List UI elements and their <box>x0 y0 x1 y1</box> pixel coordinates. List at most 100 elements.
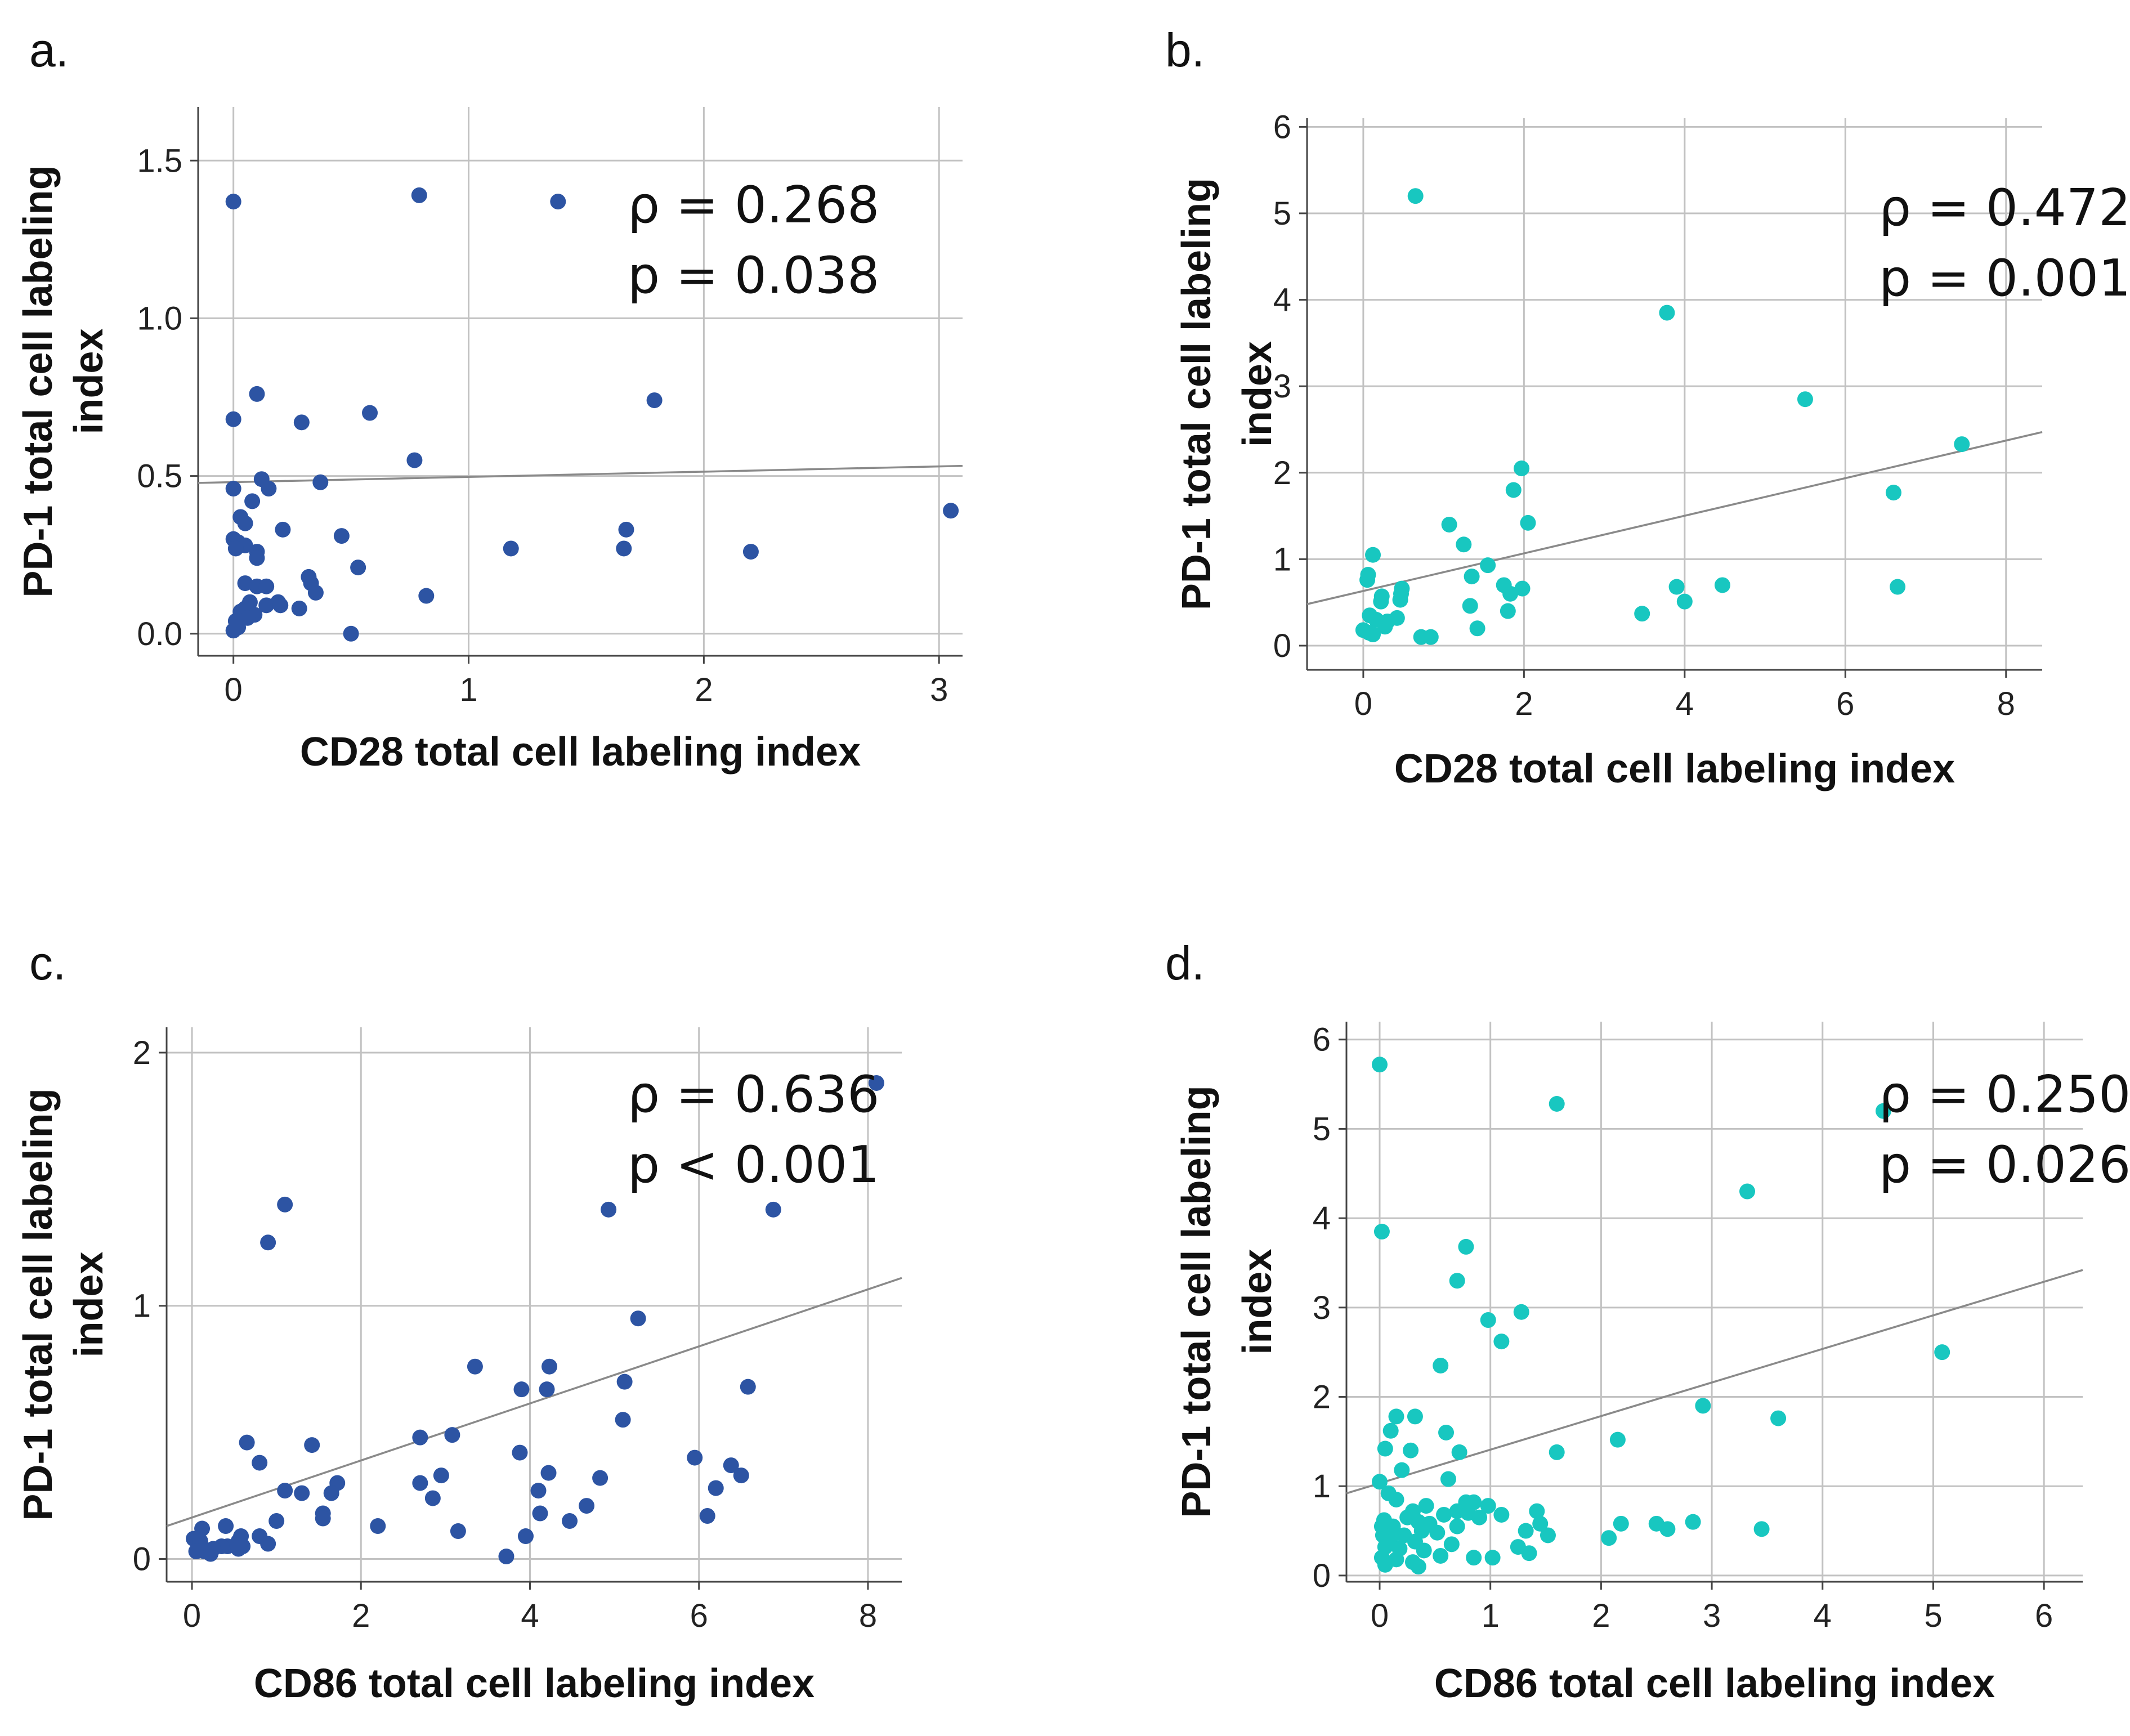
data-point <box>1418 1498 1434 1514</box>
data-point <box>1613 1515 1629 1532</box>
data-point <box>1443 1536 1460 1552</box>
data-point <box>1520 514 1536 531</box>
data-point <box>277 1196 293 1212</box>
data-point <box>1394 1462 1410 1478</box>
x-tick-label: 2 <box>1515 686 1533 722</box>
data-point <box>579 1498 595 1514</box>
data-point <box>1505 482 1522 498</box>
data-point <box>542 1358 558 1375</box>
data-point <box>362 405 378 421</box>
data-point <box>1875 1103 1891 1119</box>
y-tick-label: 5 <box>1273 195 1291 232</box>
y-tick-label: 1 <box>1273 541 1291 578</box>
data-point <box>1458 1238 1474 1255</box>
data-point <box>618 521 634 538</box>
data-point <box>411 187 427 203</box>
data-point <box>1609 1431 1626 1448</box>
data-point <box>1433 1357 1449 1373</box>
data-point <box>293 414 310 431</box>
data-point <box>562 1513 578 1529</box>
data-point <box>1885 485 1901 501</box>
data-point <box>592 1470 608 1486</box>
data-point <box>1462 598 1478 614</box>
data-point <box>252 1455 268 1471</box>
data-point <box>249 550 265 566</box>
x-tick-label: 2 <box>352 1598 370 1634</box>
data-point <box>868 1075 884 1091</box>
y-tick-label: 5 <box>1313 1111 1331 1147</box>
data-point <box>291 600 307 616</box>
x-tick-label: 3 <box>930 672 948 708</box>
y-axis-label-line-2: index <box>1235 341 1280 447</box>
data-point <box>540 1465 557 1481</box>
data-point <box>1392 592 1408 608</box>
fit-line <box>1346 1269 2083 1495</box>
y-axis-label-line-2: index <box>1235 1249 1280 1354</box>
x-tick-label: 4 <box>521 1598 539 1634</box>
data-point <box>1382 1422 1399 1439</box>
data-point <box>1676 593 1693 610</box>
data-point <box>249 386 265 402</box>
y-axis-label-line-1: PD-1 total cell labeling <box>16 1088 61 1520</box>
x-tick-label: 2 <box>695 672 713 708</box>
data-point <box>1529 1503 1545 1519</box>
data-point <box>1372 1474 1388 1490</box>
data-point <box>444 1427 460 1443</box>
data-point <box>307 584 324 601</box>
data-point <box>269 1513 285 1529</box>
y-tick-label: 4 <box>1273 282 1291 319</box>
data-point <box>1634 606 1650 622</box>
data-point <box>550 194 566 210</box>
data-point <box>1659 305 1675 321</box>
data-point <box>433 1467 449 1484</box>
data-point <box>1685 1514 1701 1530</box>
y-tick-label: 1.5 <box>137 142 182 179</box>
data-point <box>467 1358 483 1375</box>
x-tick-label: 1 <box>1482 1598 1500 1634</box>
data-point <box>1549 1444 1565 1460</box>
data-point <box>1695 1398 1711 1414</box>
data-point <box>765 1201 781 1218</box>
data-point <box>1449 1273 1465 1289</box>
y-axis-label-line-2: index <box>66 328 111 434</box>
data-point <box>450 1523 466 1540</box>
x-tick-label: 0 <box>183 1598 201 1634</box>
data-point <box>412 1475 428 1491</box>
data-point <box>1456 536 1472 553</box>
data-point <box>1410 1559 1426 1575</box>
data-point <box>225 481 241 497</box>
data-point <box>503 540 519 557</box>
data-point <box>1359 572 1376 588</box>
data-point <box>1934 1344 1950 1361</box>
data-point <box>1403 1442 1419 1458</box>
chart-panel-c: c. 0 2 4 6 8 0 1 2 CD86 total cell labeling index… <box>16 937 902 1706</box>
data-point <box>294 1485 310 1501</box>
data-point <box>418 588 435 604</box>
y-tick-label: 3 <box>1313 1290 1331 1326</box>
data-point <box>1770 1410 1787 1426</box>
data-point <box>1451 1444 1467 1460</box>
data-point <box>315 1510 331 1527</box>
data-point <box>1797 391 1813 408</box>
data-point <box>1440 1471 1456 1487</box>
data-point <box>943 503 959 519</box>
data-point <box>1518 1523 1534 1539</box>
data-point <box>512 1444 528 1461</box>
data-point <box>1466 1550 1482 1566</box>
rho-annotation: ρ = 0.250 <box>1879 1065 2130 1124</box>
data-point <box>244 493 261 509</box>
data-point <box>406 452 423 468</box>
x-tick-label: 6 <box>2035 1598 2053 1634</box>
data-point <box>225 194 241 210</box>
data-point <box>498 1549 514 1565</box>
data-point <box>225 411 241 427</box>
data-point <box>412 1429 428 1446</box>
x-tick-label: 0 <box>1354 686 1372 722</box>
data-point <box>1372 1057 1388 1073</box>
data-point <box>532 1505 548 1522</box>
data-point <box>1540 1527 1556 1543</box>
x-tick-label: 6 <box>1836 686 1854 722</box>
data-point <box>230 1541 247 1557</box>
x-tick-label: 1 <box>459 672 477 708</box>
data-point <box>1377 1440 1393 1457</box>
